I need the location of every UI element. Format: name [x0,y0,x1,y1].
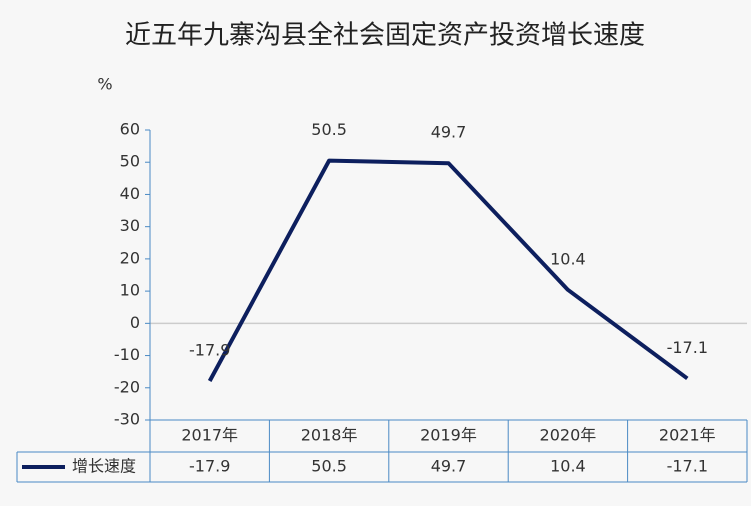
table-value: 50.5 [311,457,347,476]
x-tick-label: 2018年 [301,426,358,445]
y-tick-label: 50 [120,152,140,171]
y-tick-label: 10 [120,281,140,300]
data-label: -17.9 [189,341,230,360]
y-tick-label: 30 [120,216,140,235]
y-axis-label: % [97,75,112,94]
data-label: 49.7 [431,123,467,142]
x-tick-label: 2020年 [540,426,597,445]
x-tick-label: 2019年 [420,426,477,445]
data-label: 10.4 [550,249,586,268]
legend-label: 增长速度 [72,457,136,476]
table-value: -17.1 [667,457,708,476]
table-value: -17.9 [189,457,230,476]
x-tick-label: 2021年 [659,426,716,445]
y-tick-label: -30 [114,410,140,429]
y-tick-label: 0 [130,313,140,332]
table-value: 49.7 [431,457,467,476]
y-tick-label: 40 [120,184,140,203]
line [207,158,689,382]
data-label: 50.5 [311,120,347,139]
x-tick-label: 2017年 [181,426,238,445]
table-value: 10.4 [550,457,586,476]
y-tick-label: -10 [114,345,140,364]
y-tick-label: 60 [120,120,140,139]
data-label: -17.1 [667,338,708,357]
y-tick-label: 20 [120,248,140,267]
chart-title: 近五年九寨沟县全社会固定资产投资增长速度 [125,21,645,51]
y-tick-label: -20 [114,377,140,396]
